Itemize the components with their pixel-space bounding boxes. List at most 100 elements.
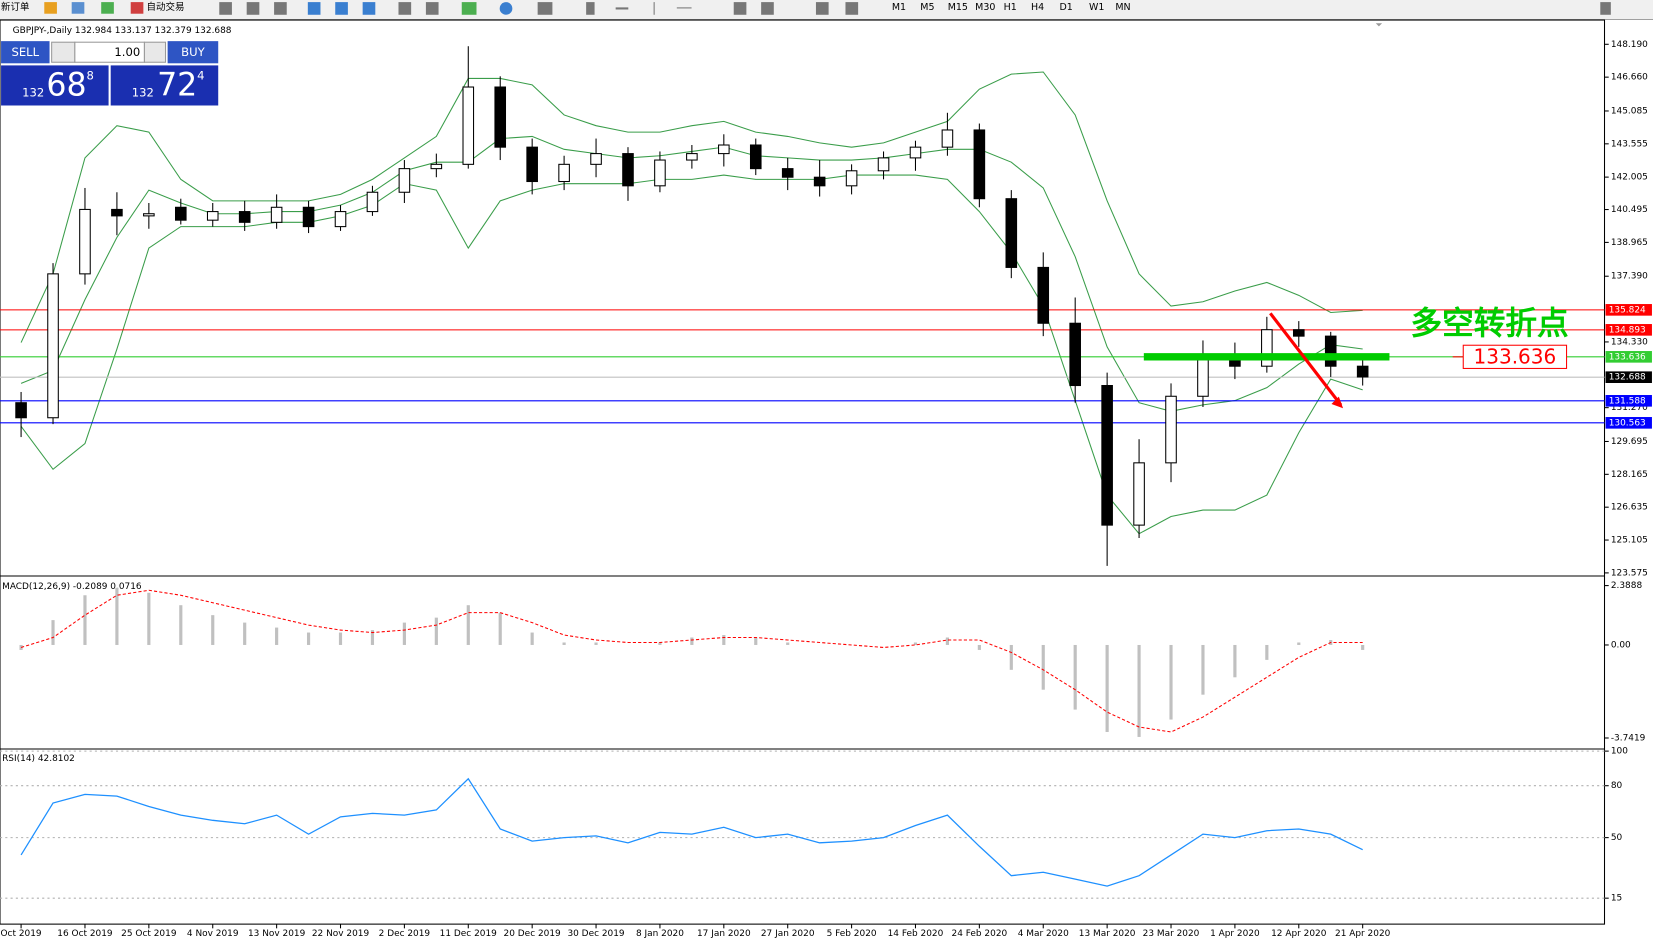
candle-body bbox=[813, 176, 826, 187]
candle-body bbox=[174, 206, 187, 221]
timeframe-button[interactable]: H1 bbox=[1004, 2, 1017, 13]
timeframe-button[interactable]: MN bbox=[1115, 2, 1130, 13]
x-tick-label: 14 Feb 2020 bbox=[888, 929, 944, 939]
chart-title: GBPJPY-,Daily 132.984 133.137 132.379 13… bbox=[13, 26, 232, 36]
candle-body bbox=[143, 213, 155, 217]
price-line-label: 130.563 bbox=[1609, 418, 1646, 428]
macd-bar bbox=[1041, 644, 1045, 690]
candle-body bbox=[494, 86, 507, 148]
y-tick-label: 123.575 bbox=[1611, 568, 1648, 578]
candle-body bbox=[1005, 198, 1018, 268]
candle-body bbox=[1133, 462, 1145, 526]
macd-bar bbox=[530, 632, 534, 645]
y-tick-label: 100 bbox=[1611, 747, 1628, 757]
candle-body bbox=[909, 146, 922, 159]
rsi-line bbox=[20, 777, 1363, 887]
toolbar-icon[interactable] bbox=[845, 2, 859, 15]
timeframe-button[interactable]: W1 bbox=[1089, 2, 1104, 13]
sell-price-box[interactable] bbox=[1, 65, 109, 106]
macd-bar bbox=[115, 587, 119, 645]
macd-bar bbox=[83, 595, 87, 645]
y-tick-label: 143.555 bbox=[1611, 139, 1648, 149]
volume-down[interactable] bbox=[51, 41, 76, 63]
candle-body bbox=[238, 211, 251, 223]
candle-body bbox=[1261, 329, 1273, 367]
timeframe-button[interactable]: D1 bbox=[1059, 2, 1072, 13]
chart-area bbox=[0, 19, 1606, 925]
volume-up[interactable] bbox=[143, 41, 167, 63]
sell-button[interactable] bbox=[1, 41, 50, 64]
toolbar-icon[interactable] bbox=[425, 2, 439, 15]
toolbar-icon[interactable] bbox=[586, 2, 595, 15]
toolbar-icon[interactable] bbox=[219, 2, 232, 15]
toolbar-icon[interactable] bbox=[362, 2, 376, 15]
buy-label[interactable]: BUY bbox=[181, 45, 205, 59]
price-line-label-bg bbox=[1605, 324, 1652, 336]
macd-bar bbox=[1169, 644, 1173, 720]
y-tick-label: 0.00 bbox=[1611, 640, 1631, 650]
buy-price-box[interactable] bbox=[110, 65, 219, 106]
toolbar-icon[interactable] bbox=[71, 2, 85, 14]
candle-body bbox=[686, 153, 698, 161]
macd-bar bbox=[370, 630, 375, 645]
new-order-button[interactable]: 新订单 bbox=[1, 1, 29, 13]
candle-body bbox=[79, 208, 91, 275]
toolbar-icon[interactable] bbox=[733, 2, 747, 15]
macd-bar bbox=[1105, 644, 1109, 732]
timeframe-button[interactable]: M30 bbox=[975, 2, 995, 13]
y-tick-label: 145.085 bbox=[1611, 106, 1648, 116]
trend-arrow bbox=[1269, 312, 1344, 409]
volume-value[interactable]: 1.00 bbox=[114, 45, 140, 59]
auto-trading-button[interactable]: 自动交易 bbox=[147, 1, 185, 13]
x-tick-label: 24 Feb 2020 bbox=[952, 929, 1008, 939]
candle-body bbox=[462, 86, 475, 165]
sell-label[interactable]: SELL bbox=[12, 45, 40, 59]
toolbar-icon[interactable] bbox=[101, 2, 114, 14]
timeframe-button[interactable]: M15 bbox=[948, 2, 968, 13]
toolbar-icon[interactable] bbox=[246, 2, 260, 15]
toolbar-icon[interactable] bbox=[274, 2, 287, 15]
macd-bar bbox=[1073, 644, 1077, 710]
x-tick-label: 1 Apr 2020 bbox=[1210, 929, 1260, 939]
timeframe-button[interactable]: M5 bbox=[920, 2, 934, 13]
candle-body bbox=[302, 206, 315, 228]
candle-body bbox=[654, 159, 666, 187]
y-tick-label: 140.495 bbox=[1611, 205, 1648, 215]
price-line-label: 133.636 bbox=[1609, 352, 1646, 362]
timeframe-bar: M1 M5 M15 M30 H1 H4 D1 W1 MN bbox=[892, 2, 1131, 13]
toolbar-icon[interactable] bbox=[499, 2, 513, 15]
macd-title: MACD(12,26,9) -0.2089 0.0716 bbox=[2, 582, 142, 592]
toolbar-icon[interactable] bbox=[1600, 2, 1611, 15]
price-line-label-bg bbox=[1605, 417, 1652, 429]
macd-bar bbox=[1297, 642, 1301, 645]
candle-body bbox=[1324, 335, 1337, 367]
toolbar-icon[interactable] bbox=[398, 2, 412, 15]
x-tick-label: 23 Mar 2020 bbox=[1143, 929, 1200, 939]
toolbar-icon[interactable] bbox=[461, 2, 477, 15]
buy-button[interactable] bbox=[167, 41, 219, 64]
toolbar-icon[interactable] bbox=[335, 2, 348, 15]
toolbar-icon[interactable] bbox=[537, 2, 553, 15]
candle-body bbox=[1292, 329, 1305, 337]
candle-body bbox=[430, 163, 443, 170]
price-line-label: 134.893 bbox=[1609, 325, 1646, 335]
buy-price-main: 72 bbox=[157, 67, 197, 103]
toolbar-icon[interactable] bbox=[653, 2, 655, 15]
auto-trading-icon[interactable] bbox=[130, 2, 144, 14]
toolbar-icon[interactable] bbox=[615, 7, 629, 10]
toolbar-icon[interactable] bbox=[307, 2, 321, 15]
toolbar-icon[interactable] bbox=[761, 2, 774, 15]
toolbar-icon[interactable] bbox=[815, 2, 829, 15]
y-tick-label: 80 bbox=[1611, 781, 1623, 791]
y-tick-label: 128.165 bbox=[1611, 470, 1648, 480]
timeframe-button[interactable]: M1 bbox=[892, 2, 906, 13]
x-tick-label: 12 Apr 2020 bbox=[1271, 929, 1327, 939]
macd-bar bbox=[147, 592, 151, 645]
macd-bar bbox=[338, 632, 343, 645]
macd-bar bbox=[179, 605, 183, 645]
macd-bar bbox=[945, 637, 949, 645]
toolbar-icon[interactable] bbox=[676, 7, 692, 9]
toolbar-icon[interactable] bbox=[44, 2, 57, 14]
timeframe-button[interactable]: H4 bbox=[1031, 2, 1044, 13]
